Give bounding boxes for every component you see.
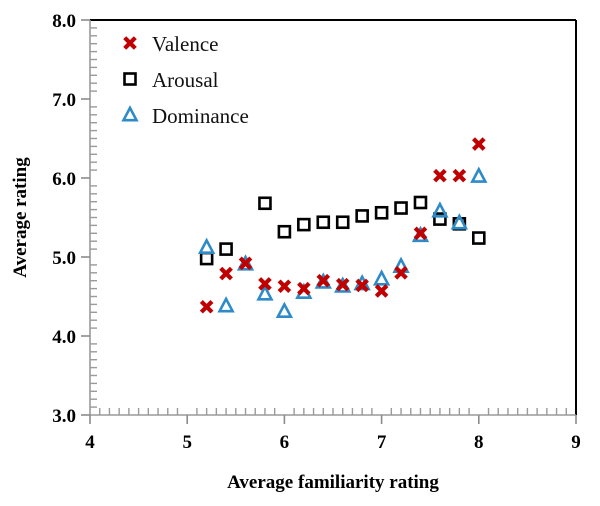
datapoint-dominance [470,166,488,183]
series-dominance [197,166,488,318]
legend-marker-arousal [123,72,137,86]
datapoint-arousal [277,224,292,239]
datapoint-arousal [355,209,369,223]
x-cross-stroke-b [123,36,137,50]
datapoint-valence [219,266,233,281]
datapoint-arousal [374,205,389,220]
datapoint-valence [258,277,272,291]
datapoint-arousal [394,201,408,215]
datapoint-arousal [471,231,486,245]
datapoint-arousal [297,217,311,232]
datapoint-valence [472,137,486,151]
y-tick-label: 7.0 [52,90,76,111]
x-tick-label: 6 [280,432,290,453]
x-cross-stroke-b [355,278,369,293]
datapoint-dominance [256,284,274,301]
datapoint-dominance [275,301,294,318]
x-tick-label: 7 [377,432,387,453]
x-cross-stroke-b [472,137,486,151]
datapoint-dominance [372,269,391,286]
x-axis-title: Average familiarity rating [227,472,439,493]
y-tick-label: 5.0 [52,248,76,269]
x-tick-label: 8 [474,432,484,453]
datapoint-valence [277,279,292,294]
datapoint-valence [335,277,350,292]
datapoint-valence [413,226,428,241]
x-cross-stroke-b [238,256,253,271]
datapoint-valence [452,168,467,183]
datapoint-dominance [236,254,255,271]
y-axis-title: Average rating [10,157,31,278]
legend-marker-dominance [121,105,139,122]
series-valence [199,137,486,314]
x-tick-label: 5 [182,432,192,453]
x-cross-stroke-b [452,168,467,183]
datapoint-dominance [450,213,469,230]
datapoint-valence [199,299,214,314]
y-tick-label: 6.0 [52,169,76,190]
datapoint-arousal [219,242,233,256]
y-tick-label: 4.0 [52,327,76,348]
datapoint-dominance [197,237,216,254]
x-tick-label: 4 [85,432,95,453]
x-tick-label: 9 [571,432,581,453]
x-cross-stroke-b [394,266,408,280]
datapoint-arousal [316,215,331,230]
x-cross-stroke-b [219,266,233,281]
legend-marker-valence [123,36,137,50]
datapoint-dominance [431,201,449,218]
datapoint-valence [433,168,447,183]
legend-label-dominance: Dominance [152,104,249,128]
x-cross-stroke-b [258,277,272,291]
datapoint-valence [297,281,311,296]
y-tick-label: 8.0 [52,11,76,32]
datapoint-arousal [335,215,350,230]
x-cross-stroke-b [199,299,214,314]
datapoint-valence [394,266,408,280]
y-tick-label: 3.0 [52,406,76,427]
datapoint-dominance [217,296,235,313]
x-cross-stroke-b [433,168,447,183]
datapoint-arousal [199,251,214,266]
datapoint-valence [238,256,253,271]
legend-label-arousal: Arousal [152,68,219,92]
x-cross-stroke-b [297,281,311,296]
datapoint-valence [355,278,369,293]
datapoint-valence [374,284,389,298]
x-cross-stroke-b [374,284,389,298]
legend-label-valence: Valence [152,32,218,56]
x-cross-stroke-b [413,226,428,241]
datapoint-arousal [433,212,447,226]
x-cross-stroke-b [316,273,331,288]
datapoint-arousal [413,195,428,210]
datapoint-valence [316,273,331,288]
x-cross-stroke-b [277,279,292,294]
datapoint-arousal [258,196,272,211]
x-cross-stroke-b [335,277,350,292]
